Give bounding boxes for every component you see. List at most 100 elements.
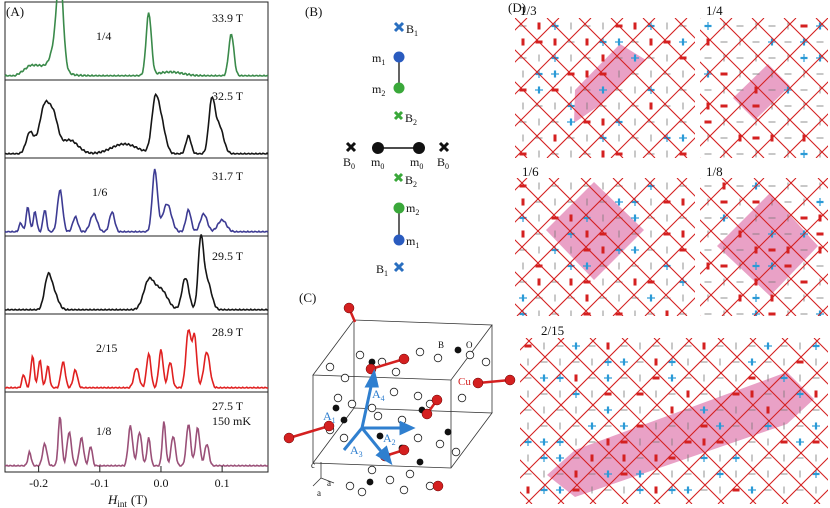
x-axis-label: Hint (T) [107,492,148,508]
domain-line [783,18,828,63]
domain-line [520,338,565,383]
oxygen-atom [451,447,461,457]
b1-top-label: B1 [406,22,418,38]
domain-line [700,178,733,211]
domain-line [644,265,695,316]
m0-right-site [413,142,425,154]
boron-atom [444,428,452,436]
spectrum-trace [4,0,269,78]
x-tick-label: 0.0 [153,476,168,490]
domain-line [432,18,572,158]
domain-line [515,113,560,158]
oxygen-atom [481,357,491,367]
oxygen-atom [413,433,423,443]
oxygen-atom [465,350,475,360]
domain-line [334,338,500,504]
domain-line [700,18,797,115]
domain-line [785,178,828,221]
domain-line [270,338,436,504]
panel-label-b: (B) [305,4,322,19]
b0-right-site [438,141,450,153]
domain-line [700,18,828,147]
panel-label-a: (A) [6,4,24,19]
cu-atom [421,408,433,420]
cu-atom [472,377,484,389]
lattice-2-15 [270,338,828,504]
domain-line [516,178,656,316]
domain-line [721,209,828,316]
oxygen-atom [373,411,383,421]
cu-dimer-bond [288,424,330,440]
domain-line [357,178,495,316]
domain-line [515,18,624,127]
oxygen-atom [389,387,399,397]
spectrum-trace [4,92,269,155]
domain-line [195,18,335,158]
plateau-label: 1/8 [96,424,111,438]
b0-left-label: B0 [343,155,355,171]
b0-right-label: B0 [437,155,449,171]
domain-line [751,81,828,158]
oxygen-atom [391,367,401,377]
domain-line [520,338,629,447]
field-label: 31.7 T [212,169,244,183]
oxygen-atom [425,481,435,491]
domain-line [334,338,500,504]
domain-line [432,18,572,158]
domain-line [548,178,688,316]
boron-atom [454,346,462,354]
domain-line [291,18,431,158]
oxygen-atom [415,347,425,357]
boron-atom [366,478,374,486]
axis-a2-label: a [327,478,331,488]
exchange-arrows [342,368,416,466]
domain-line [515,271,560,316]
label-a1: A1 [323,409,336,425]
label-o-atom: O [466,340,473,350]
domain-line [195,18,335,158]
cu-atom [343,302,355,314]
lattice-1-4 [432,18,828,158]
unit-cell [574,44,646,123]
oxygen-atom [405,469,415,479]
domain-line [700,18,765,83]
oxygen-atom [325,362,335,372]
cu-atom [432,480,444,492]
unit-cell-box [312,319,493,469]
domain-line [753,241,828,316]
domain-line [644,178,695,229]
domain-line [261,178,399,316]
m1-top-label: m1 [372,51,385,67]
m0-left-label: m0 [371,155,384,171]
domain-line [291,18,431,158]
oxygen-atom [385,475,395,485]
axis-c-label: c [311,460,315,470]
domain-line [557,338,725,504]
fraction-1-8: 1/8 [706,164,723,179]
crystal-structure: A4 A1 A2 A3 B O Cu c a a [283,302,516,498]
domain-line [815,18,828,31]
domain-line [270,338,436,504]
domain-line [227,18,367,158]
cu-atom [323,420,335,432]
nmr-spectra-panel: -0.2 -0.1 0.0 0.1 Hint (T) [4,0,269,508]
m1-bottom-site [393,234,405,246]
spectrum-trace [4,168,269,234]
domain-line [719,49,828,158]
domain-line [700,178,797,275]
oxygen-atom [333,393,343,403]
domain-line [785,273,828,316]
x-tick-label: 0.1 [215,476,230,490]
spectrum-trace [4,234,268,311]
b1-bottom-label: B1 [376,262,388,278]
domain-line [520,338,661,479]
oxygen-atom [413,391,423,401]
domain-line [515,18,528,31]
b2-bottom-site [393,172,404,183]
label-b-atom: B [438,340,444,350]
domain-line [578,41,695,158]
cu-dimer-bond [370,357,405,371]
label-a2: A2 [383,431,396,447]
boron-atom [332,404,340,412]
domain-line [525,338,693,504]
